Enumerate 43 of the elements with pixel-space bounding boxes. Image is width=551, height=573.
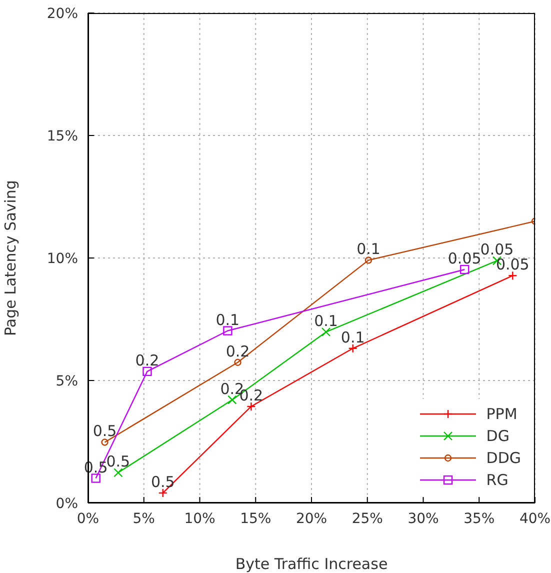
- legend-label: PPM: [486, 405, 518, 423]
- point: [508, 271, 518, 280]
- legend-label: DG: [486, 427, 510, 445]
- y-tick-label: 15%: [46, 128, 78, 144]
- annotation: 0.1: [216, 310, 240, 329]
- annotation: 0.2: [135, 351, 160, 370]
- annotation: 0.5: [150, 472, 175, 491]
- legend-label: DDG: [486, 449, 521, 467]
- y-tick-label: 5%: [56, 373, 78, 390]
- annotation: 0.2: [226, 342, 250, 360]
- x-tick-label: 15%: [240, 510, 272, 527]
- legend-label: RG: [486, 471, 508, 489]
- y-tick-label: 0%: [56, 496, 78, 512]
- point: [246, 402, 256, 412]
- x-tick-label: 35%: [464, 510, 495, 527]
- point: [223, 326, 232, 336]
- point: [348, 344, 358, 354]
- x-tick-label: 30%: [408, 510, 439, 527]
- x-tick-label: 5%: [132, 510, 155, 527]
- x-tick-label: 25%: [352, 510, 383, 527]
- x-tick-label: 20%: [296, 510, 328, 527]
- point: [114, 468, 123, 478]
- annotation: 0.5: [106, 452, 130, 471]
- y-tick-label: 10%: [46, 250, 78, 267]
- annotation: 0.1: [356, 240, 380, 258]
- point: [460, 264, 470, 274]
- point: [101, 438, 108, 446]
- point: [158, 488, 168, 498]
- annotation: 0.1: [340, 328, 365, 346]
- point: [321, 327, 331, 337]
- x-tick-label: 10%: [184, 510, 216, 527]
- x-axis-title: Byte Traffic Increase: [235, 555, 388, 573]
- point: [228, 395, 237, 404]
- point: [142, 366, 152, 376]
- annotation: 0.05: [448, 250, 482, 268]
- y-axis-title: Page Latency Saving: [1, 180, 20, 336]
- point: [234, 358, 242, 366]
- point: [364, 256, 372, 264]
- y-tick-label: 20%: [46, 6, 78, 22]
- annotation: 0.5: [92, 422, 117, 440]
- x-tick-label: 40%: [519, 510, 551, 527]
- x-tick-label: 0%: [76, 510, 100, 527]
- annotation: 0.1: [314, 312, 338, 330]
